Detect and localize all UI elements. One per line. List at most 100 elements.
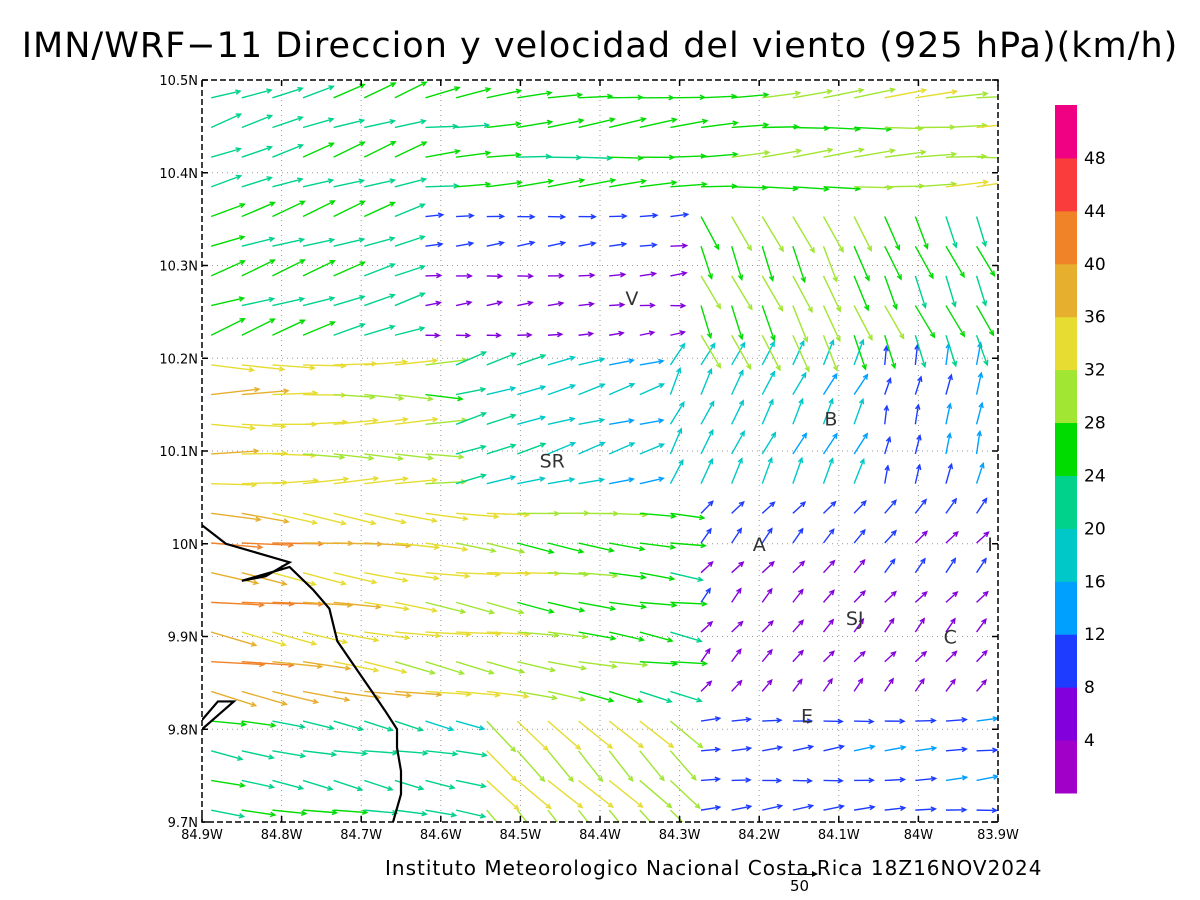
wind-vector: [730, 305, 744, 341]
wind-vector: [364, 512, 408, 525]
wind-vector: [547, 661, 588, 671]
wind-vector: [578, 177, 617, 188]
wind-vector: [976, 774, 998, 782]
wind-vector: [578, 441, 606, 455]
wind-vector: [884, 805, 907, 812]
wind-vector: [976, 182, 998, 188]
wind-vector: [609, 155, 645, 161]
wind-vector: [517, 273, 535, 279]
wind-vector: [883, 344, 889, 365]
wind-vector: [241, 690, 288, 706]
wind-vector: [333, 141, 366, 158]
colorbar-segment: [1055, 687, 1077, 741]
colorbar-segment: [1055, 528, 1077, 582]
wind-vector: [609, 271, 627, 278]
wind-vector: [975, 216, 988, 248]
wind-vector: [364, 453, 405, 462]
wind-vector: [700, 367, 713, 395]
wind-vector: [516, 809, 528, 822]
wind-vector: [578, 601, 617, 612]
wind-vector: [608, 809, 621, 822]
wind-vector: [578, 631, 617, 641]
wind-vector: [364, 601, 410, 612]
wind-vector: [884, 650, 897, 663]
wind-vector: [792, 216, 815, 254]
wind-vector: [364, 750, 399, 756]
place-label: E: [801, 705, 813, 727]
wind-vector: [516, 720, 549, 752]
wind-vector: [792, 560, 806, 574]
wind-vector: [639, 358, 665, 366]
wind-vector: [364, 178, 397, 188]
wind-vector: [272, 319, 306, 336]
lon-tick-label: 84.8W: [261, 828, 303, 843]
wind-vector: [853, 677, 864, 692]
wind-vector: [517, 178, 555, 188]
wind-vector: [272, 364, 317, 371]
wind-vector: [547, 92, 584, 99]
wind-vector: [854, 777, 875, 784]
wind-vector: [272, 512, 319, 526]
wind-vector: [394, 264, 426, 277]
wind-vector: [639, 542, 677, 550]
wind-vector: [700, 680, 713, 692]
wind-vector: [700, 746, 722, 753]
wind-vector: [639, 750, 665, 782]
wind-vector: [302, 200, 336, 218]
lat-tick-label: 9.7N: [168, 816, 198, 831]
wind-vector: [425, 332, 441, 339]
wind-vector: [394, 720, 424, 732]
wind-vector: [700, 457, 714, 484]
wind-vector: [394, 809, 428, 817]
wind-vector: [241, 388, 290, 396]
wind-vector: [517, 542, 555, 555]
wind-vector: [333, 322, 366, 336]
wind-vector: [854, 718, 875, 725]
wind-vector: [853, 397, 865, 425]
lon-tick-label: 83.9W: [977, 828, 1019, 843]
wind-vector: [945, 678, 956, 692]
wind-vector: [456, 150, 492, 158]
wind-vector: [731, 561, 745, 574]
wind-vector: [670, 118, 709, 129]
wind-vector: [975, 401, 984, 425]
wind-vector: [578, 241, 597, 247]
wind-vector: [884, 558, 896, 574]
wind-vector: [853, 335, 867, 371]
wind-vector: [762, 124, 800, 130]
wind-vector: [517, 631, 560, 638]
wind-vector: [272, 661, 324, 670]
wind-vector: [486, 300, 504, 307]
wind-vector: [700, 428, 714, 455]
wind-vector: [272, 750, 307, 759]
place-label: B: [824, 409, 837, 431]
wind-vector: [976, 618, 987, 633]
wind-vector: [731, 716, 753, 723]
wind-vector: [517, 332, 533, 338]
wind-vector: [823, 147, 865, 158]
wind-vector: [731, 341, 746, 366]
wind-vector: [272, 177, 304, 188]
wind-vector: [272, 631, 318, 646]
wind-vector: [210, 631, 258, 647]
wind-vector: [455, 542, 497, 554]
wind-vector: [333, 475, 380, 485]
footer-credit: Instituto Meteorologico Nacional Costa R…: [385, 856, 1043, 880]
wind-vector: [945, 216, 958, 249]
wind-vector: [578, 272, 596, 279]
wind-vector: [211, 809, 246, 819]
wind-vector: [670, 601, 708, 607]
wind-vector: [486, 690, 530, 699]
wind-vector: [486, 121, 522, 129]
wind-vector: [241, 720, 277, 728]
wind-vector: [822, 372, 838, 395]
wind-vector: [455, 444, 487, 455]
wind-vector: [639, 271, 658, 277]
wind-vector: [670, 660, 709, 667]
wind-vector: [731, 500, 745, 514]
lat-tick-label: 9.8N: [168, 723, 198, 738]
wind-vector: [731, 430, 745, 455]
wind-vector: [853, 305, 873, 342]
wind-vector: [425, 453, 465, 460]
wind-vector: [609, 661, 649, 668]
